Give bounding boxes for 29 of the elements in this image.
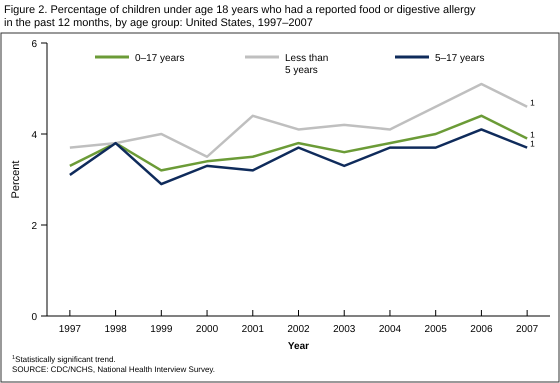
y-tick-label: 2 [31,221,38,232]
x-tick-label: 2007 [516,324,539,335]
y-tick-label: 6 [31,39,38,50]
legend-label: Less than 5 years [285,53,328,76]
line-series [68,128,528,186]
x-tick-label: 2006 [470,324,493,335]
annotation: 1 [530,98,536,108]
x-tick-label: 2004 [378,324,402,335]
x-axis-title: Year [288,341,310,352]
x-tick-label: 2002 [287,324,310,335]
x-tick-label: 2001 [242,324,264,335]
line-series [68,82,528,158]
y-axis-title: Percent [10,160,22,198]
annotation: 1 [530,138,536,149]
annotation: 1 [530,130,536,140]
y-tick-label: 0 [31,312,38,323]
legend-label: 0–17 years [135,53,184,64]
x-tick-label: 1997 [58,324,82,335]
chart-title: Figure 2. Percentage of children under age 18 years who had a reported food or digestive allergy in the past 12 months, by age group: United States, 1997–2007 [4,4,476,29]
x-tick-label: 2000 [196,324,219,335]
y-tick-label: 4 [31,130,38,141]
line-series [68,114,528,172]
legend-label: 5–17 years [435,53,484,64]
x-tick-label: 1999 [150,324,173,335]
x-tick-label: 2005 [424,324,448,335]
x-tick-label: 2003 [333,324,356,335]
text: $^{1}$Statistically significant trend. [12,355,116,364]
x-tick-label: 1998 [104,324,128,335]
source-note: SOURCE: CDC/NCHS, National Health Interview Survey. [12,365,216,374]
